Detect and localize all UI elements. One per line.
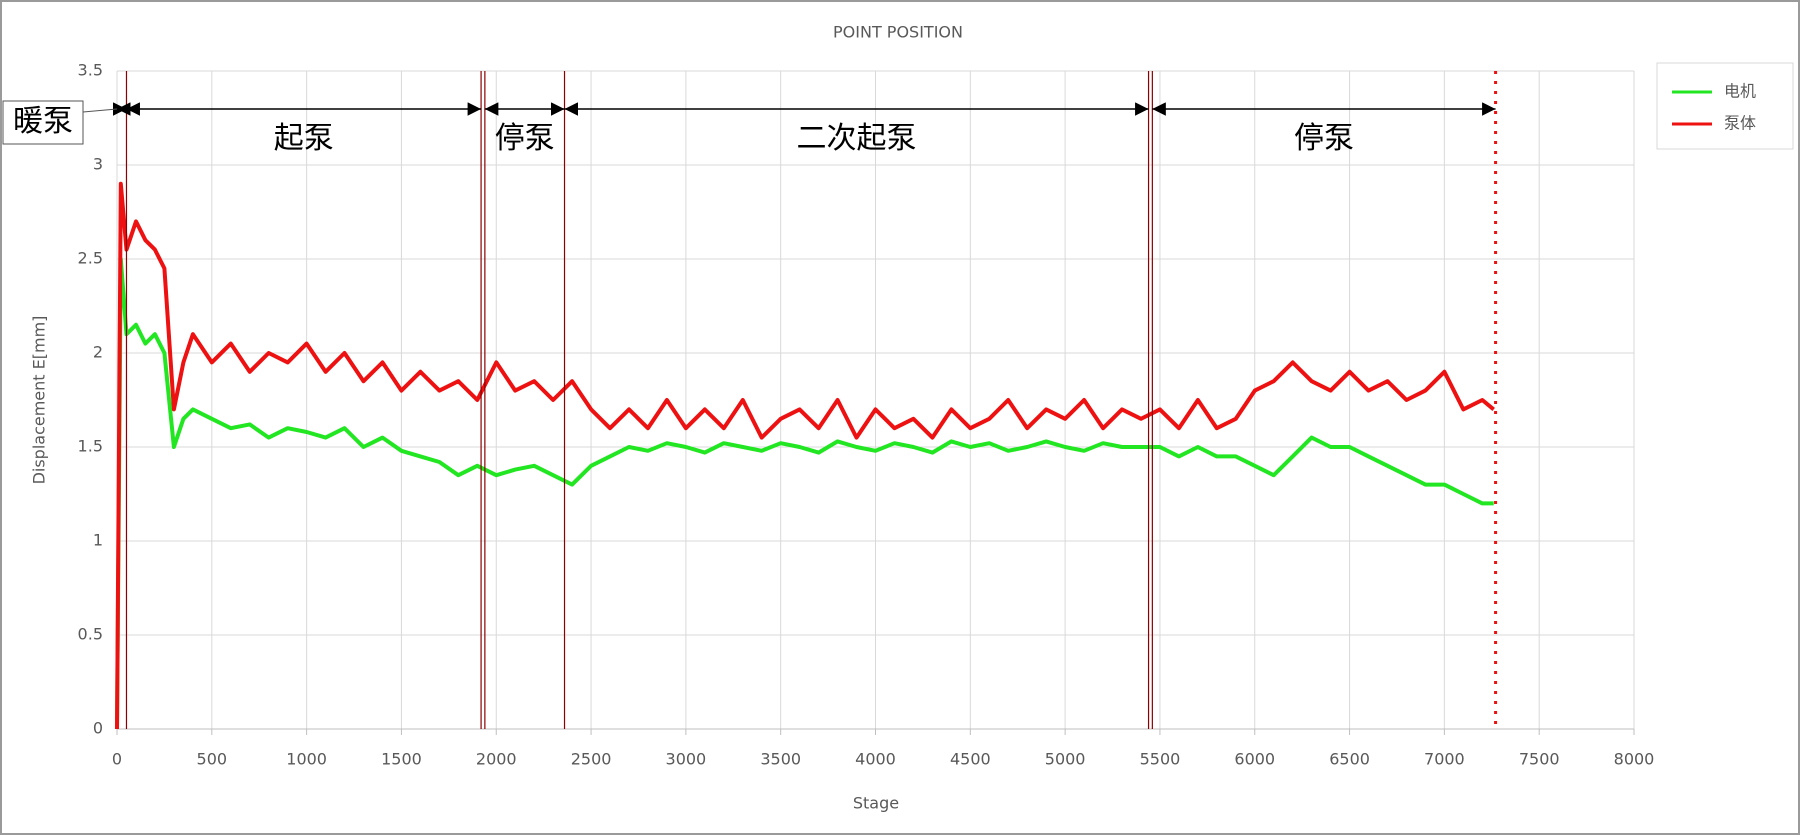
phase-label: 二次起泵 bbox=[797, 121, 917, 156]
y-tick-label: 0.5 bbox=[78, 625, 103, 644]
data-line bbox=[115, 181, 1495, 730]
x-tick-label: 1500 bbox=[381, 750, 422, 769]
phase-label: 起泵 bbox=[274, 121, 334, 156]
x-tick-label: 6500 bbox=[1329, 750, 1370, 769]
y-axis-label: Displacement E[mm] bbox=[30, 316, 49, 485]
phase-label: 暖泵 bbox=[13, 104, 73, 139]
y-tick-label: 2.5 bbox=[78, 249, 103, 268]
phase-label: 停泵 bbox=[495, 121, 555, 156]
y-tick-label: 1.5 bbox=[78, 437, 103, 456]
y-tick-label: 3.5 bbox=[78, 61, 103, 80]
phase-label: 停泵 bbox=[1294, 121, 1354, 156]
x-tick-label: 6000 bbox=[1234, 750, 1275, 769]
x-tick-label: 4500 bbox=[950, 750, 991, 769]
phase-label-box bbox=[2, 100, 84, 145]
legend-label: 泵体 bbox=[1724, 114, 1756, 133]
x-tick-label: 7500 bbox=[1519, 750, 1560, 769]
x-axis-label: Stage bbox=[853, 794, 899, 813]
x-tick-label: 7000 bbox=[1424, 750, 1465, 769]
legend-label: 电机 bbox=[1724, 82, 1756, 101]
x-tick-label: 8000 bbox=[1614, 750, 1655, 769]
chart-title: POINT POSITION bbox=[833, 23, 963, 42]
x-tick-label: 3500 bbox=[760, 750, 801, 769]
y-tick-label: 3 bbox=[93, 155, 103, 174]
x-tick-label: 2500 bbox=[571, 750, 612, 769]
x-tick-label: 3000 bbox=[666, 750, 707, 769]
x-tick-label: 0 bbox=[112, 750, 122, 769]
data-line bbox=[115, 257, 1494, 730]
x-tick-label: 4000 bbox=[855, 750, 896, 769]
legend-box bbox=[1656, 62, 1794, 150]
x-tick-label: 500 bbox=[197, 750, 228, 769]
x-tick-label: 2000 bbox=[476, 750, 517, 769]
x-tick-label: 1000 bbox=[286, 750, 327, 769]
y-tick-label: 1 bbox=[93, 531, 103, 550]
x-tick-label: 5000 bbox=[1045, 750, 1086, 769]
phase-leader bbox=[82, 108, 118, 113]
y-tick-label: 0 bbox=[93, 719, 103, 738]
x-tick-label: 5500 bbox=[1140, 750, 1181, 769]
y-tick-label: 2 bbox=[93, 343, 103, 362]
